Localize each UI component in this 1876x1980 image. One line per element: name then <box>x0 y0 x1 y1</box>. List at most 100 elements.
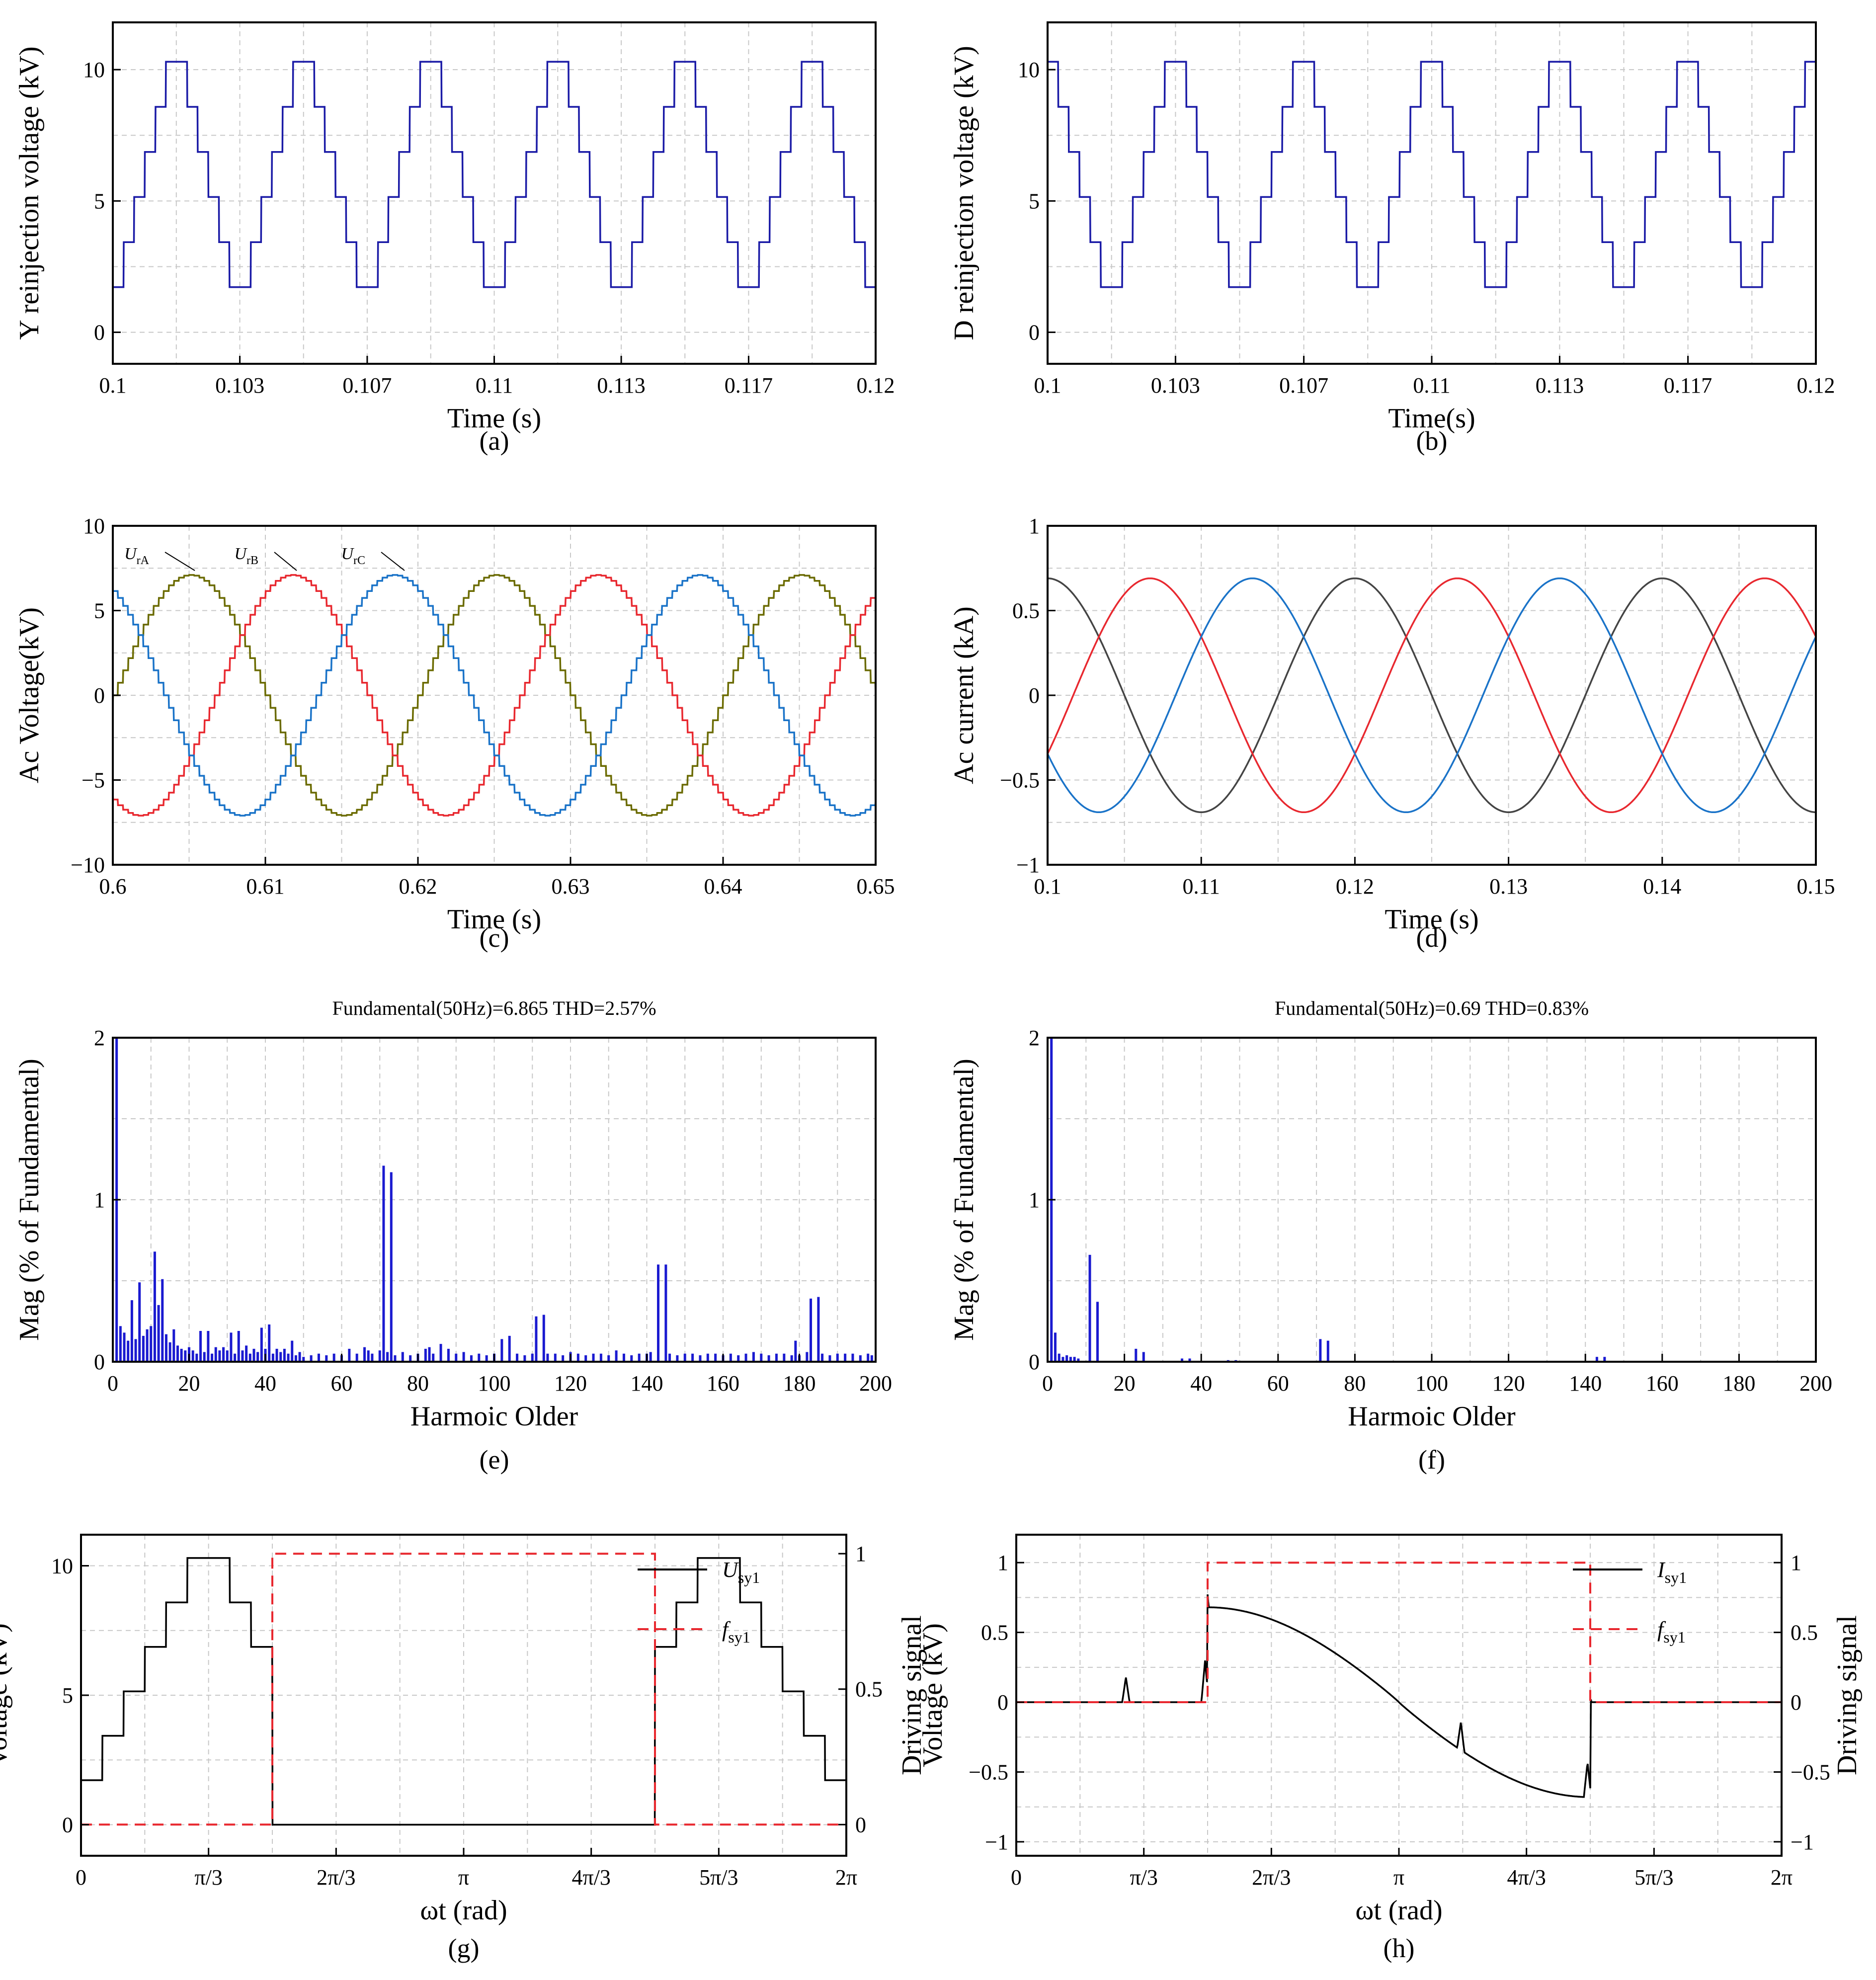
x-axis-label: Time(s) <box>1388 403 1475 434</box>
y-tick-label: 5 <box>1029 189 1040 213</box>
y-tick-label: 10 <box>1018 58 1040 82</box>
x-tick-label: 0.11 <box>1183 874 1220 899</box>
plot-area <box>1016 1562 1782 1798</box>
x-tick-label: 60 <box>1267 1371 1289 1396</box>
curve-annotation: UrB <box>234 545 258 567</box>
x-tick-label: 120 <box>554 1371 587 1396</box>
y-tick-label: 10 <box>83 514 105 538</box>
series-y-reinjection-voltage <box>113 61 876 288</box>
y-right-tick-label: −0.5 <box>1791 1760 1830 1784</box>
y-tick-label: 0 <box>94 683 105 708</box>
y-tick-label: 10 <box>51 1554 73 1578</box>
x-tick-label: 2π/3 <box>317 1865 355 1890</box>
series-phase-c-current <box>1048 577 1816 814</box>
legend-label: Usy1 <box>722 1558 760 1586</box>
y-tick-label: −10 <box>71 853 105 877</box>
x-tick-label: 2π/3 <box>1252 1865 1291 1890</box>
panel-h: 0 π/3 2π/3 π 4π/3 5π/3 2π −1 −0.5 0 0.5 1 −1 −0.5 0 0.5… <box>917 1534 1863 1963</box>
y-tick-label: 0 <box>94 1350 105 1374</box>
x-tick-label: 0.62 <box>399 874 437 899</box>
series-d-reinjection-voltage <box>1048 61 1816 288</box>
annotation-sub: rB <box>246 554 258 567</box>
x-tick-label: 0.117 <box>725 373 773 398</box>
x-tick-label: 0.15 <box>1797 874 1835 899</box>
x-tick-label: 0 <box>1011 1865 1022 1890</box>
x-tick-label: 0.12 <box>857 373 895 398</box>
x-tick-label: 0.11 <box>476 373 513 398</box>
y-tick-label: 0 <box>1029 1350 1040 1374</box>
x-tick-label: 5π/3 <box>699 1865 738 1890</box>
annotation-leader <box>164 552 195 571</box>
annotation-sub: rA <box>137 554 150 567</box>
y-tick-label: 2 <box>94 1026 105 1050</box>
y-tick-label: −5 <box>82 768 105 793</box>
y-axis-label: Voltage (kV) <box>0 1623 13 1767</box>
x-tick-label: 120 <box>1492 1371 1525 1396</box>
annotation-leader <box>381 552 405 571</box>
legend-sub: sy1 <box>1663 1628 1685 1646</box>
grid <box>1047 1037 1816 1362</box>
y-right-tick-label: 0.5 <box>855 1677 883 1702</box>
series-phase-a-current <box>1048 577 1816 814</box>
plot-area <box>113 61 876 288</box>
x-axis-label: Time (s) <box>1385 904 1478 935</box>
x-tick-label: 80 <box>1344 1371 1366 1396</box>
x-tick-label: 0.1 <box>1034 373 1061 398</box>
series-u-rc <box>113 574 876 817</box>
y-axis-label: Mag (% of Fundamental) <box>949 1059 979 1341</box>
grid <box>112 22 876 364</box>
x-tick-label: 0.6 <box>99 874 127 899</box>
series-u-sy1 <box>81 1557 846 1826</box>
x-tick-label: 4π/3 <box>1507 1865 1546 1890</box>
y-tick-label: −1 <box>1016 853 1040 877</box>
annotation-main: U <box>234 545 247 563</box>
y-right-tick-label: 0.5 <box>1791 1621 1818 1645</box>
y-tick-label: 1 <box>1029 514 1040 538</box>
grid <box>1047 22 1816 364</box>
x-tick-label: 0.117 <box>1664 373 1712 398</box>
x-tick-label: 0.1 <box>99 373 127 398</box>
panel-caption: (e) <box>480 1445 509 1475</box>
x-tick-label: 100 <box>478 1371 511 1396</box>
curve-annotation: UrA <box>124 545 150 567</box>
x-tick-label: 0.65 <box>857 874 895 899</box>
legend-label: fsy1 <box>722 1617 750 1646</box>
x-axis-label: Time (s) <box>447 403 541 434</box>
y-axis-label: Y reinjection voltage (kV) <box>14 46 45 339</box>
x-tick-label: 2π <box>835 1865 857 1890</box>
x-tick-label: 0.113 <box>597 373 645 398</box>
y-tick-label: −0.5 <box>969 1760 1008 1784</box>
x-tick-label: 0.61 <box>246 874 285 899</box>
panel-a: 0.1 0.103 0.107 0.11 0.113 0.117 0.12 0 5 10 Time … <box>14 21 895 456</box>
x-tick-label: 4π/3 <box>571 1865 610 1890</box>
x-tick-label: 20 <box>178 1371 200 1396</box>
legend-main: I <box>1657 1558 1666 1582</box>
x-tick-label: 140 <box>631 1371 663 1396</box>
y-tick-label: 5 <box>94 189 105 213</box>
panel-caption: (b) <box>1416 426 1448 456</box>
x-tick-label: 20 <box>1114 1371 1136 1396</box>
legend-sub: sy1 <box>1665 1568 1687 1586</box>
plot-area <box>1048 61 1816 288</box>
x-axis-label: ωt (rad) <box>1355 1895 1442 1926</box>
y-tick-label: 1 <box>1029 1188 1040 1212</box>
y-tick-label: 0.5 <box>981 1621 1008 1645</box>
annotation-main: U <box>341 545 354 563</box>
panel-d: 0.1 0.11 0.12 0.13 0.14 0.15 −1 −0.5 0 0.5 1 Time (… <box>949 514 1835 953</box>
x-tick-label: π <box>458 1865 469 1890</box>
annotation-main: U <box>124 545 138 563</box>
series-f-sy1 <box>81 1553 846 1826</box>
x-tick-label: 0.107 <box>1279 373 1328 398</box>
grid <box>112 1037 876 1362</box>
x-tick-label: 0 <box>107 1371 118 1396</box>
y-tick-label: −0.5 <box>1000 768 1040 793</box>
panel-caption: (d) <box>1416 923 1448 953</box>
x-tick-label: 160 <box>1646 1371 1679 1396</box>
annotation-sub: rC <box>353 554 365 567</box>
x-tick-label: 180 <box>783 1371 816 1396</box>
x-tick-label: π <box>1393 1865 1404 1890</box>
x-tick-label: 40 <box>254 1371 276 1396</box>
x-tick-label: 0.12 <box>1797 373 1835 398</box>
x-tick-label: 140 <box>1569 1371 1602 1396</box>
panel-e: 0 20 40 60 80 100 120 140 160 180 200 0 1 2 Harmoic Ol… <box>14 997 892 1475</box>
